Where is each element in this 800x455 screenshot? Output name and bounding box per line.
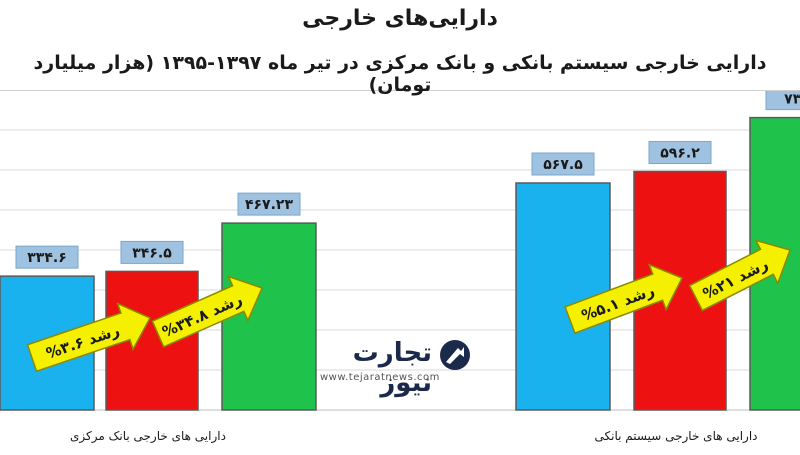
growth-arrow-shape [688,239,791,312]
group-label: دارایی های خارجی بانک مرکزی [70,429,226,444]
value-label-box [648,141,712,165]
value-label-box [531,152,595,176]
value-label-box [237,192,301,216]
growth-arrow-shape [26,302,152,373]
value-label-box [15,245,79,269]
brand-logo-icon [440,340,470,370]
value-label-box [120,240,184,264]
watermark-url: www.tejaratnews.com [320,372,440,383]
group-label: دارایی های خارجی سیستم بانکی [594,429,757,444]
value-label: ۵۶۷.۵ [543,157,583,173]
chart-subtitle: دارایی خارجی سیستم بانکی و بانک مرکزی در… [33,52,767,96]
watermark-brand: تجارت نیوز [352,338,432,398]
value-labels: ۳۳۴.۶ ۳۴۶.۵ ۴۶۷.۲۳ ۵۶۷.۵ ۵۹۶.۲ ۷۳۱ [15,87,800,269]
bar [221,222,317,411]
growth-arrow-shape [151,275,264,348]
group-labels: دارایی های خارجی بانک مرکزی دارایی های خا… [70,429,757,444]
value-label: ۷۳۱ [784,92,800,108]
value-label: ۴۶۷.۲۳ [245,197,293,213]
value-label: ۵۹۶.۲ [660,146,700,162]
chart-header: دارایی‌های خارجی دارایی خارجی سیستم بانک… [0,0,800,96]
growth-arrow-shape [564,263,684,335]
watermark: تجارت نیوز www.tejaratnews.com [296,334,476,398]
chart-title: دارایی‌های خارجی [302,6,498,31]
value-label: ۳۴۶.۵ [132,245,172,261]
value-label: ۳۳۴.۶ [27,250,67,266]
